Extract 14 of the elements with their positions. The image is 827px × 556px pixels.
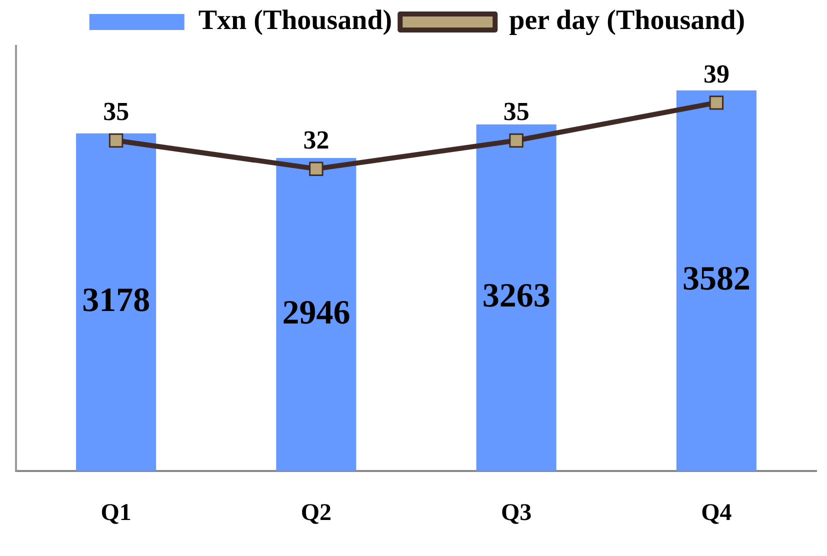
data-label: 32 — [303, 126, 330, 155]
data-label: 3263 — [482, 278, 550, 315]
data-label: 39 — [703, 59, 730, 88]
data-label: 3178 — [82, 282, 150, 320]
x-tick-label: Q4 — [701, 500, 732, 526]
data-label: 2946 — [282, 294, 350, 332]
data-label: 35 — [103, 97, 130, 126]
legend-label: per day (Thousand) — [509, 5, 746, 36]
data-label: 35 — [503, 97, 530, 126]
x-tick-label: Q2 — [300, 500, 332, 526]
data-label: 3582 — [682, 260, 750, 298]
legend-label: Txn (Thousand) — [198, 5, 392, 36]
x-tick-label: Q1 — [100, 500, 132, 526]
x-tick-label: Q3 — [500, 500, 532, 526]
